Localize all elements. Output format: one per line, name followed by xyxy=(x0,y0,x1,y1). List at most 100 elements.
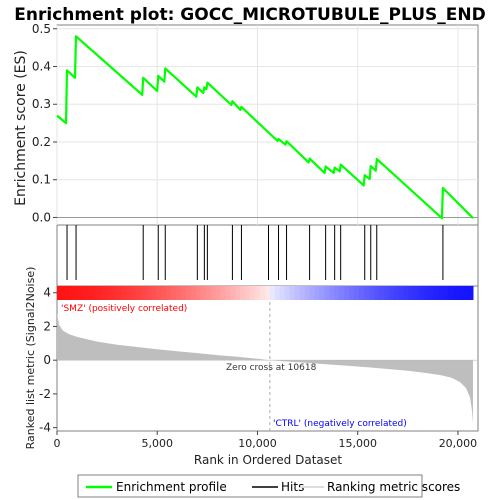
heat-cell-75 xyxy=(428,286,434,300)
legend-label-metric: Ranking metric scores xyxy=(327,480,460,494)
ranking-metric-series xyxy=(57,302,478,431)
es-axis-ticks: 0.0 0.1 0.2 0.3 0.4 0.5 xyxy=(32,22,57,224)
heat-cell-26 xyxy=(185,286,192,300)
legend-box xyxy=(77,474,423,498)
heat-cell-32 xyxy=(215,286,221,300)
heat-cell-53 xyxy=(319,286,325,300)
heat-cell-63 xyxy=(368,286,375,300)
rank-heatmap-bar xyxy=(57,286,474,300)
heat-cell-73 xyxy=(418,286,424,300)
heat-cell-29 xyxy=(200,286,207,300)
metric-axis-title: Ranked list metric (Signal2Noise) xyxy=(24,267,37,450)
es-tick-label-4: 0.4 xyxy=(32,60,51,74)
heat-cell-50 xyxy=(304,286,311,300)
heat-cell-23 xyxy=(170,286,177,300)
heat-cell-31 xyxy=(210,286,216,300)
heat-cell-37 xyxy=(240,286,246,300)
heat-cell-2 xyxy=(66,286,73,300)
heat-cell-11 xyxy=(111,286,117,300)
heat-cell-18 xyxy=(146,286,152,300)
zero-cross-label: Zero cross at 10618 xyxy=(226,363,317,373)
heat-cell-49 xyxy=(299,286,306,300)
heat-cell-77 xyxy=(438,286,444,300)
hit-markers xyxy=(66,225,444,280)
heat-cell-59 xyxy=(349,286,355,300)
legend: Enrichment profile Hits Ranking metric s… xyxy=(77,474,460,498)
metric-axis-ticks: -4 -2 0 2 4 xyxy=(39,286,57,435)
es-tick-label-1: 0.1 xyxy=(32,173,51,187)
x-tick-label-2: 10,000 xyxy=(238,437,277,450)
heat-cell-76 xyxy=(433,286,439,300)
heat-cell-14 xyxy=(126,286,132,300)
heat-cell-10 xyxy=(106,286,112,300)
metric-tick-label-3: 2 xyxy=(43,319,51,333)
heat-cell-25 xyxy=(180,286,187,300)
heat-cell-21 xyxy=(160,286,167,300)
heat-cell-12 xyxy=(116,286,122,300)
metric-tick-label-4: 4 xyxy=(43,286,51,300)
heat-cell-62 xyxy=(364,286,370,300)
heat-cell-13 xyxy=(121,286,127,300)
heat-cell-52 xyxy=(314,286,320,300)
heat-cell-30 xyxy=(205,286,212,300)
heat-cell-51 xyxy=(309,286,316,300)
heat-cell-34 xyxy=(225,286,231,300)
heat-cell-19 xyxy=(151,286,157,300)
heat-cell-57 xyxy=(339,286,345,300)
heat-cell-70 xyxy=(403,286,410,300)
heat-cell-17 xyxy=(141,286,147,300)
heat-cell-72 xyxy=(413,286,420,300)
heat-cell-67 xyxy=(388,286,395,300)
positive-correlation-label: 'SMZ' (positively correlated) xyxy=(61,304,187,314)
es-tick-label-3: 0.3 xyxy=(32,97,51,111)
ranking-metric-area xyxy=(57,313,473,424)
heat-cell-69 xyxy=(398,286,405,300)
heat-cell-79 xyxy=(448,286,454,300)
enrichment-profile-line xyxy=(56,35,474,220)
heat-cell-80 xyxy=(453,286,459,300)
metric-tick-label-1: -2 xyxy=(39,387,51,401)
heat-cell-78 xyxy=(443,286,449,300)
heat-cell-24 xyxy=(175,286,182,300)
heat-cell-6 xyxy=(86,286,93,300)
es-tick-label-5: 0.5 xyxy=(32,22,51,36)
x-axis-title: Rank in Ordered Dataset xyxy=(194,453,342,467)
heat-cell-35 xyxy=(230,286,236,300)
metric-tick-label-2: 0 xyxy=(43,353,51,367)
heat-cell-71 xyxy=(408,286,415,300)
heat-cell-41 xyxy=(260,286,266,300)
heat-cell-43 xyxy=(269,286,276,300)
heat-cell-64 xyxy=(373,286,380,300)
hits-panel-frame xyxy=(56,224,479,287)
heat-cell-66 xyxy=(383,286,390,300)
heat-cell-82 xyxy=(463,286,469,300)
legend-label-hits: Hits xyxy=(281,480,304,494)
negative-correlation-label: 'CTRL' (negatively correlated) xyxy=(273,419,407,429)
heat-cell-60 xyxy=(354,286,360,300)
heat-cell-5 xyxy=(81,286,88,300)
heat-cell-81 xyxy=(458,286,464,300)
heat-cell-28 xyxy=(195,286,202,300)
heat-cell-42 xyxy=(264,286,271,300)
x-tick-label-1: 5,000 xyxy=(141,437,173,450)
heat-cell-55 xyxy=(329,286,335,300)
heat-cell-7 xyxy=(91,286,98,300)
heat-cell-36 xyxy=(235,286,241,300)
heat-cell-22 xyxy=(165,286,172,300)
legend-label-enrichment: Enrichment profile xyxy=(116,480,227,494)
heat-cell-3 xyxy=(71,286,78,300)
heat-cell-56 xyxy=(334,286,340,300)
heat-cell-83 xyxy=(468,286,474,300)
heat-cell-16 xyxy=(136,286,142,300)
heat-cell-58 xyxy=(344,286,350,300)
heat-cell-20 xyxy=(156,286,162,300)
heat-cell-47 xyxy=(289,286,296,300)
x-axis-ticks: 0 5,000 10,000 15,000 20,000 xyxy=(54,431,477,450)
heat-cell-46 xyxy=(284,286,291,300)
heat-cell-0 xyxy=(57,286,63,300)
heat-cell-65 xyxy=(378,286,385,300)
heat-cell-74 xyxy=(423,286,429,300)
heat-cell-8 xyxy=(96,286,103,300)
es-tick-label-2: 0.2 xyxy=(32,135,51,149)
